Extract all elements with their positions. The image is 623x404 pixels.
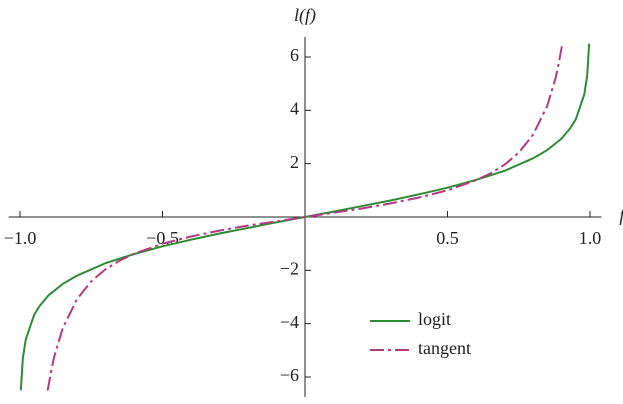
x-tick-label: 1.0 (579, 228, 602, 248)
y-tick-label: −4 (280, 312, 299, 332)
x-tick-label: −0.5 (146, 228, 179, 248)
legend-label: logit (418, 309, 451, 329)
y-tick-label: −2 (280, 258, 299, 278)
x-tick-label: 0.5 (436, 228, 459, 248)
x-axis-label: f (619, 205, 623, 225)
legend-label: tangent (418, 338, 471, 358)
y-tick-label: 4 (290, 98, 299, 118)
x-tick-label: −1.0 (4, 228, 37, 248)
y-tick-label: −6 (280, 365, 299, 385)
y-axis-label: l(f) (294, 5, 316, 26)
y-tick-label: 6 (290, 45, 299, 65)
y-tick-label: 2 (290, 152, 299, 172)
series-line (46, 43, 564, 391)
